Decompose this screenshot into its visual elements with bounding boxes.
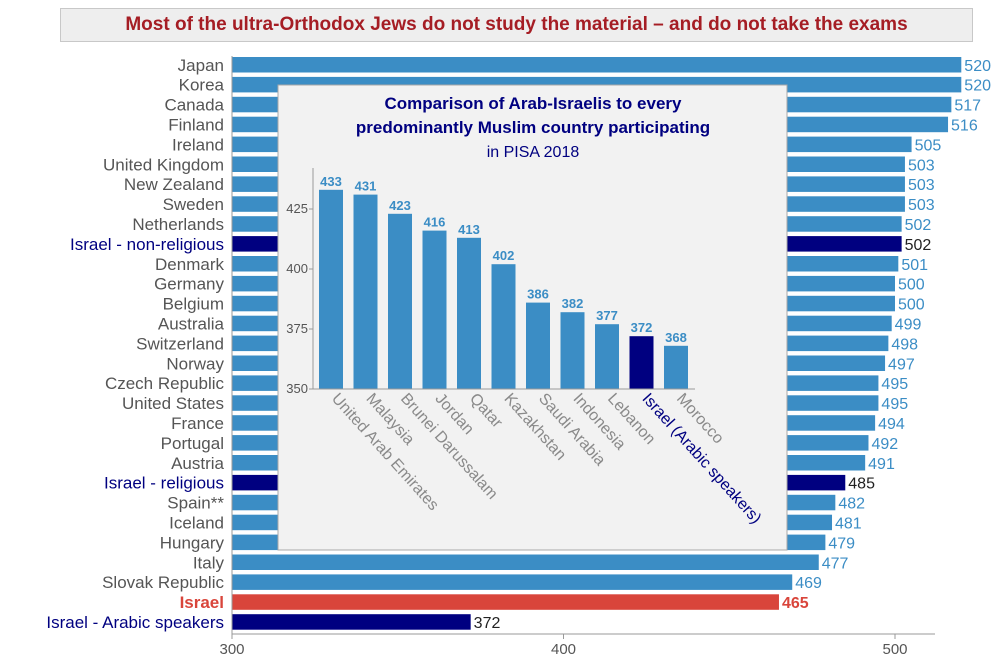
x-tick-label-1: 400 xyxy=(551,641,576,658)
value-label-28: 372 xyxy=(474,615,501,632)
category-label-4: Ireland xyxy=(172,135,224,154)
inset-y-tick-label-3: 425 xyxy=(286,201,308,216)
inset-value-label-4: 413 xyxy=(458,222,480,237)
category-label-15: Norway xyxy=(166,354,224,373)
x-tick-label-2: 500 xyxy=(882,641,907,658)
category-label-9: Israel - non-religious xyxy=(70,235,224,254)
inset-value-label-0: 433 xyxy=(320,174,342,189)
category-label-25: Italy xyxy=(193,553,225,572)
category-label-0: Japan xyxy=(178,56,224,75)
category-label-27: Israel xyxy=(180,593,224,612)
value-label-4: 505 xyxy=(915,137,942,154)
inset-y-tick-label-0: 350 xyxy=(286,381,308,396)
category-label-14: Switzerland xyxy=(136,334,224,353)
value-label-7: 503 xyxy=(908,197,935,214)
bar-26 xyxy=(232,574,793,590)
value-label-19: 492 xyxy=(871,436,898,453)
category-label-11: Germany xyxy=(154,275,224,294)
inset-value-label-10: 368 xyxy=(665,330,687,345)
category-label-23: Iceland xyxy=(169,513,224,532)
category-label-17: United States xyxy=(122,394,224,413)
category-label-1: Korea xyxy=(179,76,225,95)
bar-0 xyxy=(232,57,962,73)
category-label-20: Austria xyxy=(171,454,224,473)
category-label-12: Belgium xyxy=(163,295,224,314)
category-label-13: Australia xyxy=(158,314,225,333)
inset-value-label-9: 372 xyxy=(631,320,653,335)
bar-25 xyxy=(232,554,819,570)
value-label-14: 498 xyxy=(891,336,918,353)
inset-value-label-5: 402 xyxy=(493,248,515,263)
value-label-26: 469 xyxy=(795,575,822,592)
inset-bar-9 xyxy=(629,336,654,389)
value-label-13: 499 xyxy=(895,316,922,333)
value-label-10: 501 xyxy=(901,257,928,274)
inset-bar-2 xyxy=(388,213,412,389)
value-label-0: 520 xyxy=(964,58,991,75)
inset-title-line2: predominantly Muslim country participati… xyxy=(356,118,710,137)
inset-value-label-3: 416 xyxy=(424,215,446,230)
inset-bar-0 xyxy=(319,189,343,389)
category-label-5: United Kingdom xyxy=(103,155,224,174)
inset-title-line1: Comparison of Arab-Israelis to every xyxy=(385,94,683,113)
inset-bar-7 xyxy=(560,312,585,389)
inset-bar-8 xyxy=(595,324,619,389)
inset-bar-1 xyxy=(353,194,378,389)
value-label-3: 516 xyxy=(951,117,978,134)
inset-value-label-2: 423 xyxy=(389,198,411,213)
category-label-28: Israel - Arabic speakers xyxy=(46,613,224,632)
value-label-24: 479 xyxy=(828,535,855,552)
value-label-21: 485 xyxy=(848,476,875,493)
value-label-2: 517 xyxy=(954,98,981,115)
value-label-5: 503 xyxy=(908,157,935,174)
inset-y-tick-label-1: 375 xyxy=(286,321,308,336)
inset-bar-10 xyxy=(664,345,688,389)
inset-subtitle: in PISA 2018 xyxy=(487,144,580,161)
value-label-22: 482 xyxy=(838,496,865,513)
inset-value-label-1: 431 xyxy=(355,179,377,194)
value-label-12: 500 xyxy=(898,297,925,314)
value-label-23: 481 xyxy=(835,515,862,532)
value-label-16: 495 xyxy=(881,376,908,393)
value-label-8: 502 xyxy=(905,217,932,234)
value-label-17: 495 xyxy=(881,396,908,413)
value-label-15: 497 xyxy=(888,356,915,373)
category-label-8: Netherlands xyxy=(132,215,224,234)
value-label-6: 503 xyxy=(908,177,935,194)
category-label-16: Czech Republic xyxy=(105,374,225,393)
category-label-18: France xyxy=(171,414,224,433)
category-label-22: Spain** xyxy=(167,494,224,513)
category-label-21: Israel - religious xyxy=(104,474,224,493)
bar-27 xyxy=(232,594,779,610)
value-label-9: 502 xyxy=(905,237,932,254)
category-label-19: Portugal xyxy=(161,434,224,453)
inset-value-label-8: 377 xyxy=(596,308,618,323)
category-label-26: Slovak Republic xyxy=(102,573,224,592)
inset-value-label-6: 386 xyxy=(527,287,549,302)
inset-bar-6 xyxy=(526,302,550,389)
inset-y-tick-label-2: 400 xyxy=(286,261,308,276)
value-label-20: 491 xyxy=(868,456,895,473)
inset-bar-4 xyxy=(457,237,481,389)
x-tick-label-0: 300 xyxy=(219,641,244,658)
category-label-6: New Zealand xyxy=(124,175,224,194)
inset-bar-3 xyxy=(422,230,447,389)
category-label-3: Finland xyxy=(168,115,224,134)
value-label-25: 477 xyxy=(822,555,849,572)
category-label-7: Sweden xyxy=(163,195,224,214)
inset-value-label-7: 382 xyxy=(562,296,584,311)
value-label-11: 500 xyxy=(898,277,925,294)
value-label-27: 465 xyxy=(782,595,809,612)
chart-title: Most of the ultra-Orthodox Jews do not s… xyxy=(60,8,973,42)
category-label-24: Hungary xyxy=(160,533,225,552)
inset-bar-5 xyxy=(491,264,516,389)
value-label-18: 494 xyxy=(878,416,905,433)
category-label-2: Canada xyxy=(164,96,224,115)
value-label-1: 520 xyxy=(964,78,991,95)
bar-28 xyxy=(232,614,471,630)
category-label-10: Denmark xyxy=(155,255,224,274)
